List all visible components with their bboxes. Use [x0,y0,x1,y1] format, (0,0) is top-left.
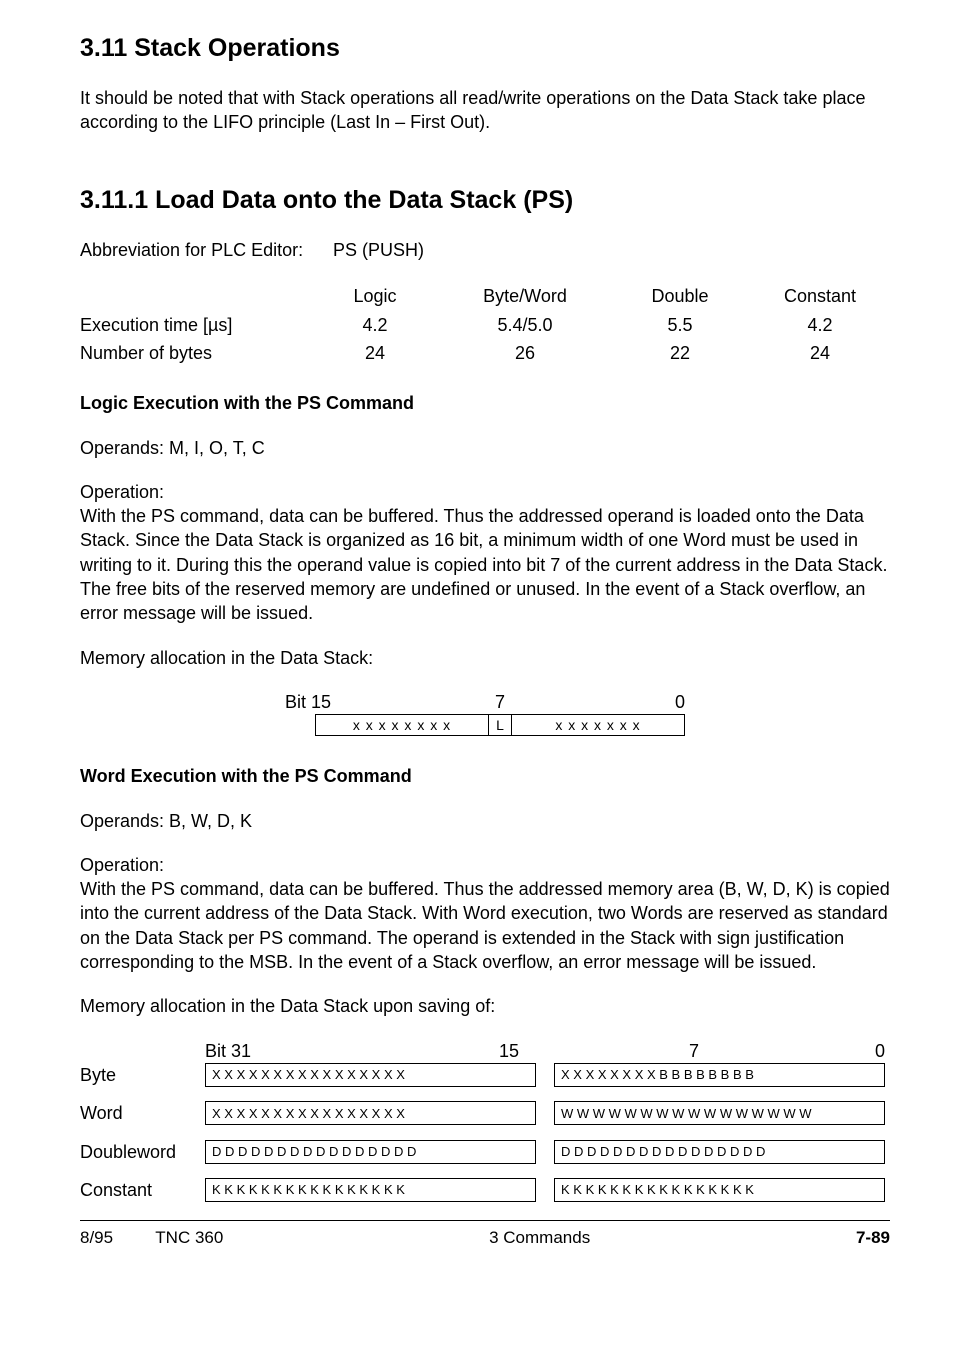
footer-date: 8/95 [80,1228,113,1247]
bit-label-7: 7 [335,690,655,714]
bit-label-0: 0 [865,1039,885,1063]
table-row: Number of bytes 24 26 22 24 [80,339,890,367]
footer-page-number: 7-89 [856,1227,890,1250]
bit-left-half: x x x x x x x x [316,715,488,735]
bit-left-half: D D D D D D D D D D D D D D D D [205,1140,536,1164]
word-bit-diagram: Bit 31 15 7 0 Byte X X X X X X X X X X X… [80,1039,890,1202]
bit-left-half: X X X X X X X X X X X X X X X X [205,1063,536,1087]
bit-label-7: 7 [685,1039,865,1063]
bit-row-constant: Constant K K K K K K K K K K K K K K K K… [80,1178,890,1202]
exec-cell: 4.2 [750,311,890,339]
logic-bit-diagram: Bit 15 7 0 x x x x x x x x L x x x x x x… [285,690,685,736]
bit-label-row: Bit 15 7 0 [285,690,685,714]
bit-right-half: D D D D D D D D D D D D D D D D [554,1140,885,1164]
exec-header-blank [80,282,310,310]
exec-cell: 22 [610,339,750,367]
footer-left: 8/95 TNC 360 [80,1227,223,1250]
bit-center-cell: L [489,715,511,735]
bit-left-half: X X X X X X X X X X X X X X X X [205,1101,536,1125]
bit-row-cells: D D D D D D D D D D D D D D D D D D D D … [205,1140,885,1164]
exec-row-label: Execution time [µs] [80,311,310,339]
word-exec-title: Word Execution with the PS Command [80,764,890,788]
bit-row-label: Word [80,1101,190,1125]
exec-cell: 24 [310,339,440,367]
page-footer: 8/95 TNC 360 3 Commands 7-89 [80,1220,890,1250]
execution-table: Logic Byte/Word Double Constant Executio… [80,282,890,367]
word-op-text: With the PS command, data can be buffere… [80,879,890,972]
bit-row-cells: X X X X X X X X X X X X X X X X W W W W … [205,1101,885,1125]
bit-row-label: Byte [80,1063,190,1087]
bit-row-word: Word X X X X X X X X X X X X X X X X W W… [80,1101,890,1125]
bit-gap [536,1101,554,1125]
bit-right-half: X X X X X X X X B B B B B B B B [554,1063,885,1087]
logic-exec-title: Logic Execution with the PS Command [80,391,890,415]
bit-row-label: Constant [80,1178,190,1202]
bit-row-doubleword: Doubleword D D D D D D D D D D D D D D D… [80,1140,890,1164]
logic-operands: Operands: M, I, O, T, C [80,436,890,460]
bit-right-half: W W W W W W W W W W W W W W W W [554,1101,885,1125]
bit-cells-row: x x x x x x x x L x x x x x x x [315,714,685,736]
word-op-label: Operation: [80,855,164,875]
exec-header-logic: Logic [310,282,440,310]
abbreviation-value: PS (PUSH) [333,238,424,262]
bit-row-cells: K K K K K K K K K K K K K K K K K K K K … [205,1178,885,1202]
exec-cell: 26 [440,339,610,367]
subsection-heading: 3.11.1 Load Data onto the Data Stack (PS… [80,184,890,218]
bit-label-row: Bit 31 15 7 0 [205,1039,885,1063]
word-operands: Operands: B, W, D, K [80,809,890,833]
logic-operation: Operation: With the PS command, data can… [80,480,890,626]
exec-header-constant: Constant [750,282,890,310]
table-row: Logic Byte/Word Double Constant [80,282,890,310]
exec-cell: 5.4/5.0 [440,311,610,339]
bit-gap [536,1063,554,1087]
bit-label-15: 15 [265,1039,685,1063]
word-operation: Operation: With the PS command, data can… [80,853,890,974]
exec-header-byteword: Byte/Word [440,282,610,310]
abbreviation-row: Abbreviation for PLC Editor: PS (PUSH) [80,238,890,262]
exec-row-label: Number of bytes [80,339,310,367]
footer-model: TNC 360 [155,1228,223,1247]
logic-op-text: With the PS command, data can be buffere… [80,506,887,623]
bit-row-label: Doubleword [80,1140,190,1164]
footer-center: 3 Commands [489,1227,590,1250]
bit-gap [536,1178,554,1202]
exec-cell: 24 [750,339,890,367]
table-row: Execution time [µs] 4.2 5.4/5.0 5.5 4.2 [80,311,890,339]
bit-row-byte: Byte X X X X X X X X X X X X X X X X X X… [80,1063,890,1087]
exec-header-double: Double [610,282,750,310]
section-heading: 3.11 Stack Operations [80,32,890,66]
bit-right-half: x x x x x x x [512,715,684,735]
bit-row-cells: X X X X X X X X X X X X X X X X X X X X … [205,1063,885,1087]
logic-op-label: Operation: [80,482,164,502]
bit-label-31: Bit 31 [205,1039,265,1063]
section-intro: It should be noted that with Stack opera… [80,86,890,135]
word-mem-label: Memory allocation in the Data Stack upon… [80,994,890,1018]
exec-cell: 4.2 [310,311,440,339]
bit-label-0: 0 [655,690,685,714]
exec-cell: 5.5 [610,311,750,339]
bit-label-15: Bit 15 [285,690,335,714]
abbreviation-label: Abbreviation for PLC Editor: [80,238,328,262]
logic-mem-label: Memory allocation in the Data Stack: [80,646,890,670]
bit-right-half: K K K K K K K K K K K K K K K K [554,1178,885,1202]
bit-left-half: K K K K K K K K K K K K K K K K [205,1178,536,1202]
bit-gap [536,1140,554,1164]
